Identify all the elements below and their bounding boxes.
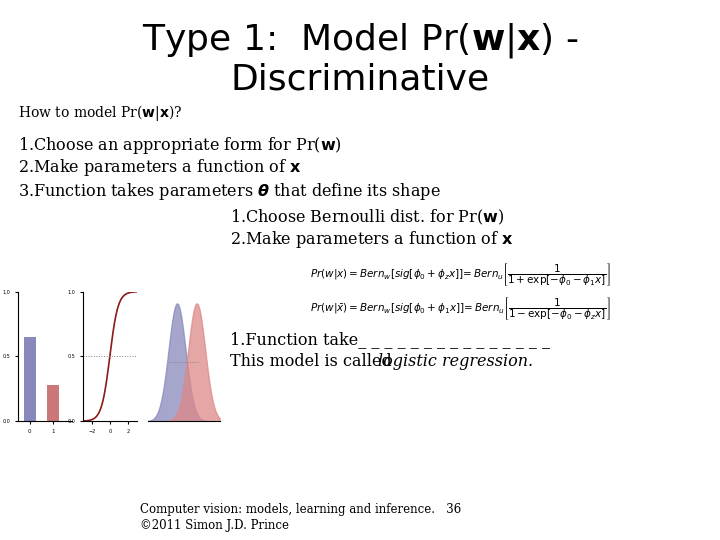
Text: logistic regression.: logistic regression. [378,354,533,370]
Text: How to model Pr($\mathbf{w}$|$\mathbf{x}$)?: How to model Pr($\mathbf{w}$|$\mathbf{x}… [18,103,183,123]
Text: 1.Choose Bernoulli dist. for Pr($\mathbf{w}$): 1.Choose Bernoulli dist. for Pr($\mathbf… [230,207,504,227]
Text: 1.Choose an appropriate form for Pr($\mathbf{w}$): 1.Choose an appropriate form for Pr($\ma… [18,134,342,156]
Bar [48,385,59,421]
Text: $Pr(w|x) = Bern_w\left[sig[\phi_0 + \phi_z x]\right]^{\!\!} = Bern_u\left[\dfrac: $Pr(w|x) = Bern_w\left[sig[\phi_0 + \phi… [310,261,611,288]
Text: This model is called: This model is called [230,354,397,370]
Text: Discriminative: Discriminative [230,63,490,97]
Text: 2.Make parameters a function of $\mathbf{x}$: 2.Make parameters a function of $\mathbf… [18,158,301,179]
Text: Computer vision: models, learning and inference.   36: Computer vision: models, learning and in… [140,503,462,516]
Text: 1.Function take_ _ _ _ _ _ _ _ _ _ _ _ _ _ _: 1.Function take_ _ _ _ _ _ _ _ _ _ _ _ _… [230,332,550,348]
Text: 3.Function takes parameters $\boldsymbol{\theta}$ that define its shape: 3.Function takes parameters $\boldsymbol… [18,180,441,201]
Text: ©2011 Simon J.D. Prince: ©2011 Simon J.D. Prince [140,518,289,531]
Text: 2.Make parameters a function of $\mathbf{x}$: 2.Make parameters a function of $\mathbf… [230,230,513,251]
Text: $Pr(w|\bar{x}) = Bern_w\left[sig[\phi_0 + \phi_1 x]\right]^{\!\!} = Bern_u\left[: $Pr(w|\bar{x}) = Bern_w\left[sig[\phi_0 … [310,294,611,321]
Text: Type 1:  Model Pr($\mathbf{w}$|$\mathbf{x}$) -: Type 1: Model Pr($\mathbf{w}$|$\mathbf{x… [142,21,578,59]
Bar [24,337,35,421]
